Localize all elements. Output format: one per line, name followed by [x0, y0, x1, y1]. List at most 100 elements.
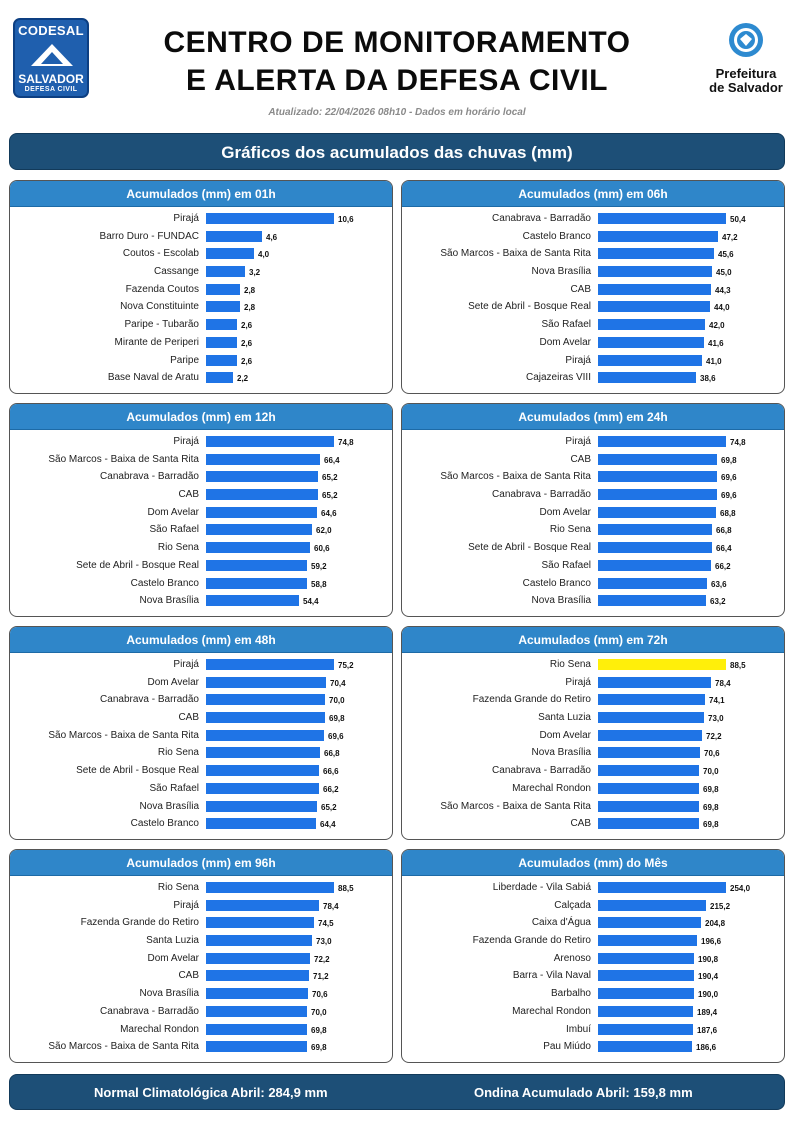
- bar-label: Santa Luzia: [146, 935, 199, 947]
- logo-line-1: CODESAL: [18, 23, 84, 38]
- bar: [598, 676, 711, 688]
- bar-chart: Pirajá 10,6 Barro Duro - FUNDAC 4,6 Coutos -…: [10, 207, 392, 388]
- bar-value: 78,4: [323, 901, 339, 911]
- bar-chart: Pirajá 74,8 CAB 69,8 São Marcos - Baixa de S…: [402, 430, 784, 611]
- bar: [206, 988, 308, 1000]
- bar-label: São Rafael: [149, 782, 199, 794]
- bar: [598, 935, 697, 947]
- bar-value: 66,6: [323, 767, 339, 777]
- bar: [598, 471, 717, 483]
- bar-value: 62,0: [316, 526, 332, 536]
- bar: [206, 453, 320, 465]
- bar-row: Castelo Branco 58,8: [10, 576, 392, 594]
- bar: [598, 354, 702, 366]
- bar-row: Cassange 3,2: [10, 264, 392, 282]
- title-line-1: CENTRO DE MONITORAMENTO: [163, 26, 631, 59]
- bar-label: São Marcos - Baixa de Santa Rita: [440, 800, 591, 812]
- bar: [206, 747, 320, 759]
- bar: [598, 1041, 692, 1053]
- bar-row: Rio Sena 60,6: [10, 540, 392, 558]
- bar-value: 42,0: [709, 321, 725, 331]
- bar: [206, 1023, 307, 1035]
- bar-row: Cajazeiras VIII 38,6: [402, 370, 784, 388]
- bar-row: São Marcos - Baixa de Santa Rita 69,6: [10, 728, 392, 746]
- chart-panel: Acumulados (mm) em 48h Pirajá 75,2 Dom Avel…: [9, 626, 393, 840]
- bar-value: 58,8: [311, 579, 327, 589]
- bar: [598, 659, 726, 670]
- bar-value: 70,0: [329, 696, 345, 706]
- bar-label: Dom Avelar: [147, 506, 199, 518]
- bar: [206, 213, 334, 224]
- chart-title: Acumulados (mm) em 24h: [402, 404, 784, 430]
- bar-label: CAB: [570, 453, 591, 465]
- bar-value: 64,6: [321, 508, 337, 518]
- bar-value: 72,2: [314, 954, 330, 964]
- bar-row: CAB 69,8: [402, 816, 784, 834]
- bar: [206, 659, 334, 670]
- bar-row: Paripe - Tubarão 2,6: [10, 317, 392, 335]
- bar: [598, 436, 726, 447]
- bar-value: 66,4: [716, 544, 732, 554]
- prefeitura-line-2: de Salvador: [709, 80, 783, 95]
- bar-value: 60,6: [314, 544, 330, 554]
- bar: [206, 712, 325, 724]
- bar: [206, 1005, 307, 1017]
- bar-row: Pau Miúdo 186,6: [402, 1039, 784, 1057]
- bar-value: 69,8: [311, 1043, 327, 1053]
- bar: [598, 765, 699, 777]
- bar-label: Nova Brasília: [139, 800, 199, 812]
- chart-panel: Acumulados (mm) em 24h Pirajá 74,8 CAB 69,8 S…: [401, 403, 785, 617]
- bar-label: Liberdade - Vila Sabiá: [492, 882, 591, 893]
- prefeitura-line-1: Prefeitura: [715, 66, 777, 81]
- chart-title: Acumulados (mm) em 01h: [10, 181, 392, 207]
- bar-label: Castelo Branco: [522, 577, 591, 589]
- chart-panel: Acumulados (mm) em 72h Rio Sena 88,5 Pirajá…: [401, 626, 785, 840]
- bar-label: Castelo Branco: [130, 818, 199, 830]
- bar-label: Castelo Branco: [130, 577, 199, 589]
- bar-label: Fazenda Grande do Retiro: [472, 694, 591, 706]
- bar-row: Nova Brasília 65,2: [10, 799, 392, 817]
- bar-value: 45,6: [718, 250, 734, 260]
- bar-row: Rio Sena 66,8: [10, 745, 392, 763]
- bar: [598, 712, 704, 724]
- bar-value: 65,2: [322, 491, 338, 501]
- bar: [206, 818, 316, 830]
- bar-label: Dom Avelar: [147, 952, 199, 964]
- bar: [206, 782, 319, 794]
- bar-row: Pirajá 41,0: [402, 353, 784, 371]
- bar: [206, 882, 334, 893]
- bar-value: 74,5: [318, 919, 334, 929]
- bar-row: Imbuí 187,6: [402, 1022, 784, 1040]
- bar-row: São Rafael 62,0: [10, 522, 392, 540]
- bar-row: Rio Sena 88,5: [10, 880, 392, 898]
- bar-row: Fazenda Coutos 2,8: [10, 282, 392, 300]
- bar: [598, 988, 694, 1000]
- bar: [598, 319, 705, 331]
- bar: [598, 489, 717, 501]
- bar-label: São Rafael: [541, 559, 591, 571]
- bar-value: 66,8: [324, 749, 340, 759]
- bar-row: CAB 69,8: [10, 710, 392, 728]
- chart-panel: Acumulados (mm) em 96h Rio Sena 88,5 Pirajá…: [9, 849, 393, 1063]
- bar: [206, 248, 254, 260]
- bar-row: Canabrava - Barradão 70,0: [402, 763, 784, 781]
- bar: [206, 336, 237, 348]
- bar-row: Marechal Rondon 69,8: [10, 1022, 392, 1040]
- bar-row: Dom Avelar 68,8: [402, 505, 784, 523]
- page-header: CODESAL SALVADOR DEFESA CIVIL CENTRO DE …: [0, 0, 794, 125]
- chart-title: Acumulados (mm) em 12h: [10, 404, 392, 430]
- bar-value: 190,4: [698, 972, 719, 982]
- bar-row: Coutos - Escolab 4,0: [10, 246, 392, 264]
- chart-title: Acumulados (mm) em 48h: [10, 627, 392, 653]
- bar-label: Barro Duro - FUNDAC: [99, 230, 199, 242]
- title-line-2: E ALERTA DA DEFESA CIVIL: [185, 64, 608, 97]
- bar-value: 41,0: [706, 356, 722, 366]
- bar-label: Barbalho: [550, 988, 591, 1000]
- bar-row: Dom Avelar 64,6: [10, 505, 392, 523]
- bar-row: Pirajá 78,4: [402, 675, 784, 693]
- bar: [598, 559, 711, 571]
- bar-label: Marechal Rondon: [120, 1023, 199, 1035]
- bar-value: 2,6: [241, 356, 253, 366]
- bar-label: Calçada: [554, 899, 591, 911]
- bar-row: Calçada 215,2: [402, 898, 784, 916]
